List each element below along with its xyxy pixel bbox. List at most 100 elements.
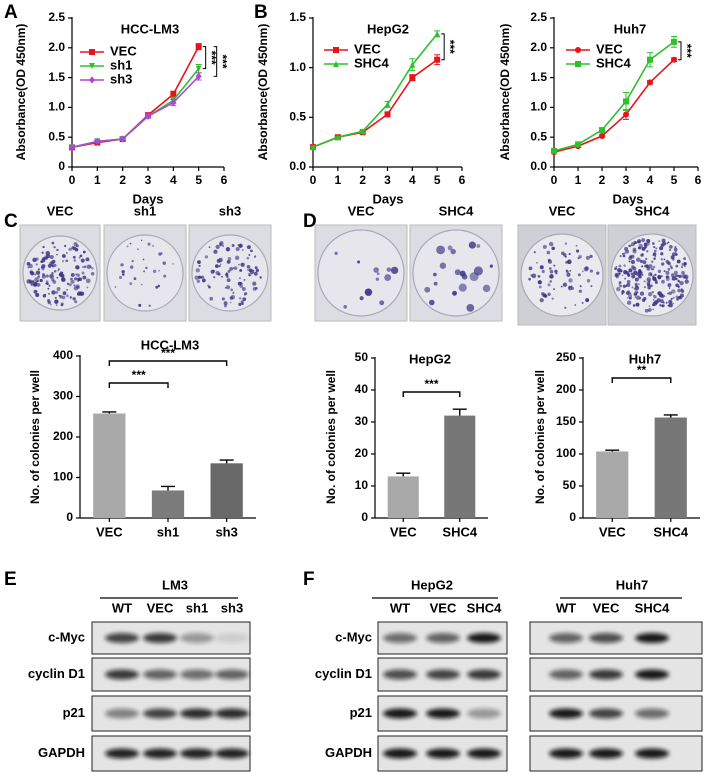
colony bbox=[633, 273, 635, 275]
x-tick-label: sh3 bbox=[215, 524, 237, 539]
colony bbox=[246, 245, 251, 250]
y-tick-label: 0 bbox=[58, 159, 65, 173]
colony bbox=[569, 270, 572, 272]
colony bbox=[231, 243, 235, 247]
colony bbox=[61, 277, 66, 282]
colony bbox=[131, 259, 134, 263]
lane-label: SHC4 bbox=[635, 600, 670, 615]
x-tick-label: 4 bbox=[170, 173, 177, 187]
y-tick-label: 20 bbox=[355, 446, 369, 460]
colony bbox=[196, 279, 201, 283]
colony bbox=[118, 275, 123, 279]
dish bbox=[520, 233, 604, 317]
colony bbox=[643, 280, 646, 283]
colony bbox=[632, 247, 637, 252]
legend-label: SHC4 bbox=[354, 55, 389, 70]
band bbox=[383, 669, 417, 680]
colony bbox=[676, 298, 679, 301]
colony bbox=[674, 253, 678, 256]
colony bbox=[661, 238, 666, 243]
y-tick-label: 1.0 bbox=[48, 100, 65, 114]
y-tick-label: 0.5 bbox=[289, 110, 306, 124]
colony bbox=[651, 260, 654, 263]
x-tick-label: VEC bbox=[390, 524, 417, 539]
colony bbox=[218, 264, 221, 268]
y-tick-label: 10 bbox=[355, 478, 369, 492]
colony bbox=[551, 246, 555, 251]
colony bbox=[564, 242, 568, 245]
x-tick-label: 3 bbox=[384, 173, 391, 187]
y-tick-label: 0.5 bbox=[530, 129, 547, 143]
colony bbox=[648, 281, 651, 283]
colony bbox=[254, 266, 258, 270]
colony bbox=[70, 279, 75, 284]
colony bbox=[74, 300, 78, 304]
colony bbox=[143, 270, 146, 273]
colony bbox=[252, 269, 254, 272]
colony bbox=[195, 268, 200, 273]
colony bbox=[359, 296, 364, 301]
colony bbox=[259, 276, 262, 279]
colony bbox=[585, 255, 590, 260]
colony bbox=[250, 249, 253, 253]
colony bbox=[568, 278, 573, 283]
colony bbox=[29, 280, 33, 285]
colony bbox=[229, 266, 234, 271]
colony bbox=[79, 254, 83, 258]
colony bbox=[638, 243, 643, 249]
x-tick-label: 6 bbox=[459, 173, 466, 187]
band bbox=[426, 708, 460, 719]
colony bbox=[47, 287, 50, 290]
colony bbox=[677, 288, 682, 293]
bar bbox=[93, 413, 126, 518]
band bbox=[143, 633, 177, 643]
colony bbox=[217, 272, 221, 276]
band bbox=[180, 633, 214, 643]
colony bbox=[553, 288, 556, 291]
colony bbox=[42, 294, 47, 298]
x-tick-label: SHC4 bbox=[442, 524, 477, 539]
colony bbox=[42, 245, 45, 249]
colony bbox=[55, 291, 59, 294]
colony bbox=[35, 270, 41, 275]
colony bbox=[246, 268, 249, 271]
colony bbox=[225, 285, 230, 290]
colony bbox=[148, 304, 151, 307]
colony bbox=[551, 297, 554, 300]
colony bbox=[34, 273, 37, 276]
colony bbox=[235, 247, 240, 252]
colony bbox=[614, 267, 617, 271]
significance-label: *** bbox=[161, 346, 175, 360]
panel-label: B bbox=[254, 2, 268, 23]
colony bbox=[654, 280, 658, 284]
colony bbox=[255, 287, 258, 290]
colony bbox=[666, 242, 669, 245]
colony bbox=[624, 277, 627, 280]
colony bbox=[619, 255, 622, 258]
y-tick-label: 150 bbox=[556, 414, 576, 428]
colony bbox=[137, 248, 139, 250]
colony bbox=[379, 300, 385, 306]
x-tick-label: 3 bbox=[145, 173, 152, 187]
band bbox=[383, 748, 417, 759]
band bbox=[215, 633, 249, 643]
colony bbox=[213, 249, 218, 254]
colony bbox=[669, 245, 673, 249]
dish bbox=[191, 234, 269, 312]
colony bbox=[80, 291, 85, 296]
y-tick-label: 1.5 bbox=[530, 70, 547, 84]
colony bbox=[51, 272, 54, 275]
colony bbox=[634, 284, 639, 288]
colony bbox=[641, 273, 644, 276]
colony bbox=[577, 273, 581, 277]
colony bbox=[240, 262, 245, 267]
y-tick-label: 1.0 bbox=[289, 60, 306, 74]
colony bbox=[648, 272, 653, 277]
significance-bracket bbox=[202, 46, 207, 70]
colony bbox=[670, 297, 673, 300]
colony bbox=[641, 253, 644, 256]
colony bbox=[554, 269, 558, 274]
significance-bracket bbox=[402, 391, 461, 397]
colony bbox=[578, 289, 582, 293]
colony bbox=[675, 295, 679, 299]
